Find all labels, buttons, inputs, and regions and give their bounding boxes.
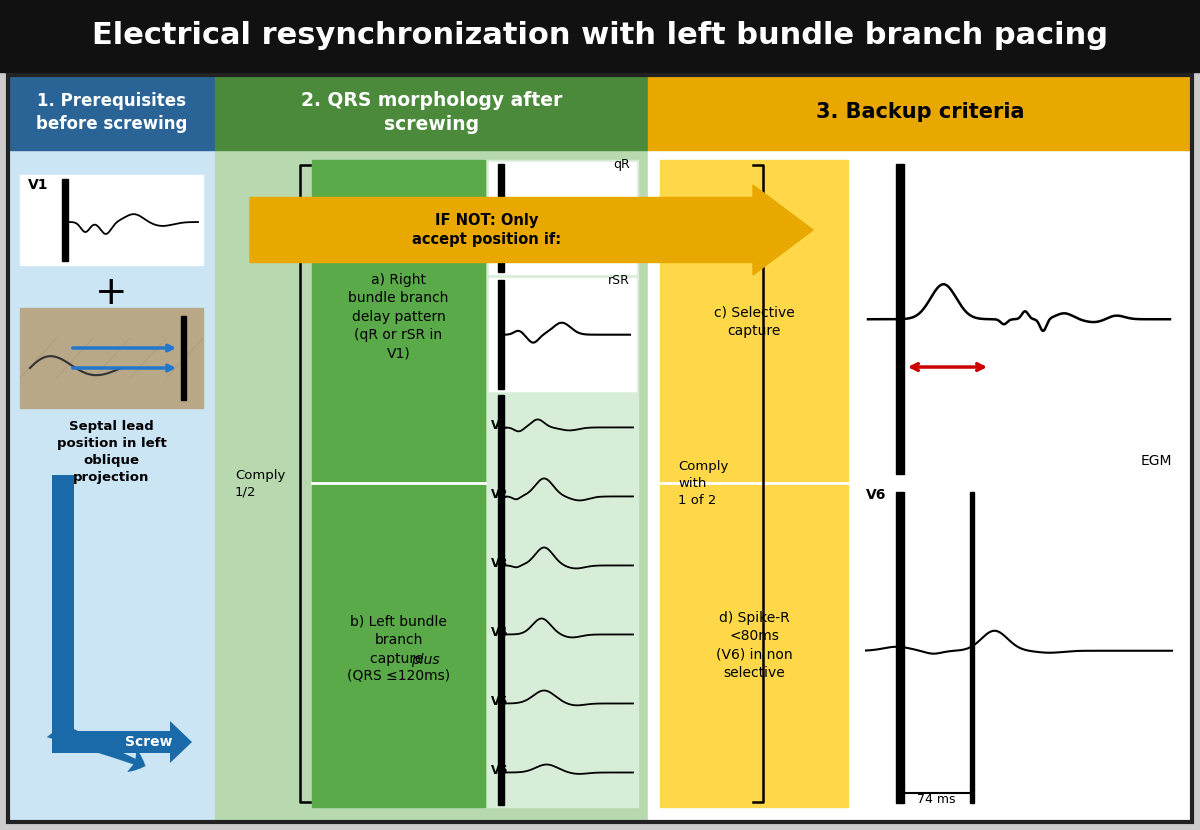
Text: +: +	[95, 274, 128, 312]
Bar	[490, 278, 636, 391]
Text: EGM: EGM	[1140, 453, 1172, 467]
Text: 1. Prerequisites
before screwing: 1. Prerequisites before screwing	[36, 91, 187, 134]
Bar	[970, 492, 974, 803]
Text: V1: V1	[491, 419, 509, 432]
Bar	[312, 160, 485, 807]
Text: b) Left bundle
branch
capture: b) Left bundle branch capture	[350, 615, 446, 666]
Text: 3. Backup criteria: 3. Backup criteria	[816, 102, 1025, 123]
Text: V3: V3	[491, 557, 509, 570]
Bar	[648, 75, 1192, 150]
Text: d) Spike-R
<80ms
(V6) in non
selective: d) Spike-R <80ms (V6) in non selective	[715, 611, 792, 680]
Bar	[896, 164, 904, 475]
Text: a) Right
bundle branch
delay pattern
(qR or rSR in
V1): a) Right bundle branch delay pattern (qR…	[348, 273, 449, 360]
Bar	[181, 316, 186, 400]
Bar	[896, 492, 904, 803]
Bar	[8, 75, 215, 150]
Bar	[498, 281, 504, 389]
Text: plus: plus	[412, 653, 440, 667]
Text: (QRS ≤120ms): (QRS ≤120ms)	[347, 668, 450, 682]
Bar	[660, 160, 848, 807]
Bar	[0, 0, 1200, 72]
Text: 74 ms: 74 ms	[917, 793, 955, 806]
FancyArrow shape	[250, 185, 814, 275]
Bar	[487, 160, 638, 807]
Text: V2: V2	[491, 488, 509, 501]
Bar	[498, 164, 504, 272]
Bar	[858, 489, 1180, 807]
Bar	[62, 179, 68, 261]
Bar	[858, 160, 1180, 479]
Text: Screw: Screw	[125, 735, 172, 749]
Bar	[20, 175, 203, 265]
Bar	[498, 395, 504, 805]
Text: IF NOT: Only
accept position if:: IF NOT: Only accept position if:	[412, 212, 562, 247]
Text: V1: V1	[28, 178, 48, 192]
Text: Comply
with
1 of 2: Comply with 1 of 2	[678, 460, 728, 507]
Bar	[490, 162, 636, 275]
Text: Electrical resynchronization with left bundle branch pacing: Electrical resynchronization with left b…	[92, 22, 1108, 51]
Text: rSR: rSR	[608, 275, 630, 287]
PathPatch shape	[52, 475, 192, 763]
Bar	[8, 75, 215, 822]
Text: Septal lead
position in left
oblique
projection: Septal lead position in left oblique pro…	[56, 420, 167, 484]
Text: Comply
1/2: Comply 1/2	[235, 468, 286, 499]
Bar	[20, 308, 203, 408]
Text: V6: V6	[866, 487, 887, 501]
Bar	[215, 75, 648, 150]
Bar	[648, 75, 1192, 822]
Text: 2. QRS morphology after
screwing: 2. QRS morphology after screwing	[301, 90, 562, 134]
Bar	[215, 75, 648, 822]
Text: qR: qR	[613, 158, 630, 171]
Text: V4: V4	[491, 626, 509, 639]
Text: V5: V5	[491, 695, 509, 708]
Text: V6: V6	[491, 764, 509, 777]
Text: c) Selective
capture: c) Selective capture	[714, 305, 794, 338]
